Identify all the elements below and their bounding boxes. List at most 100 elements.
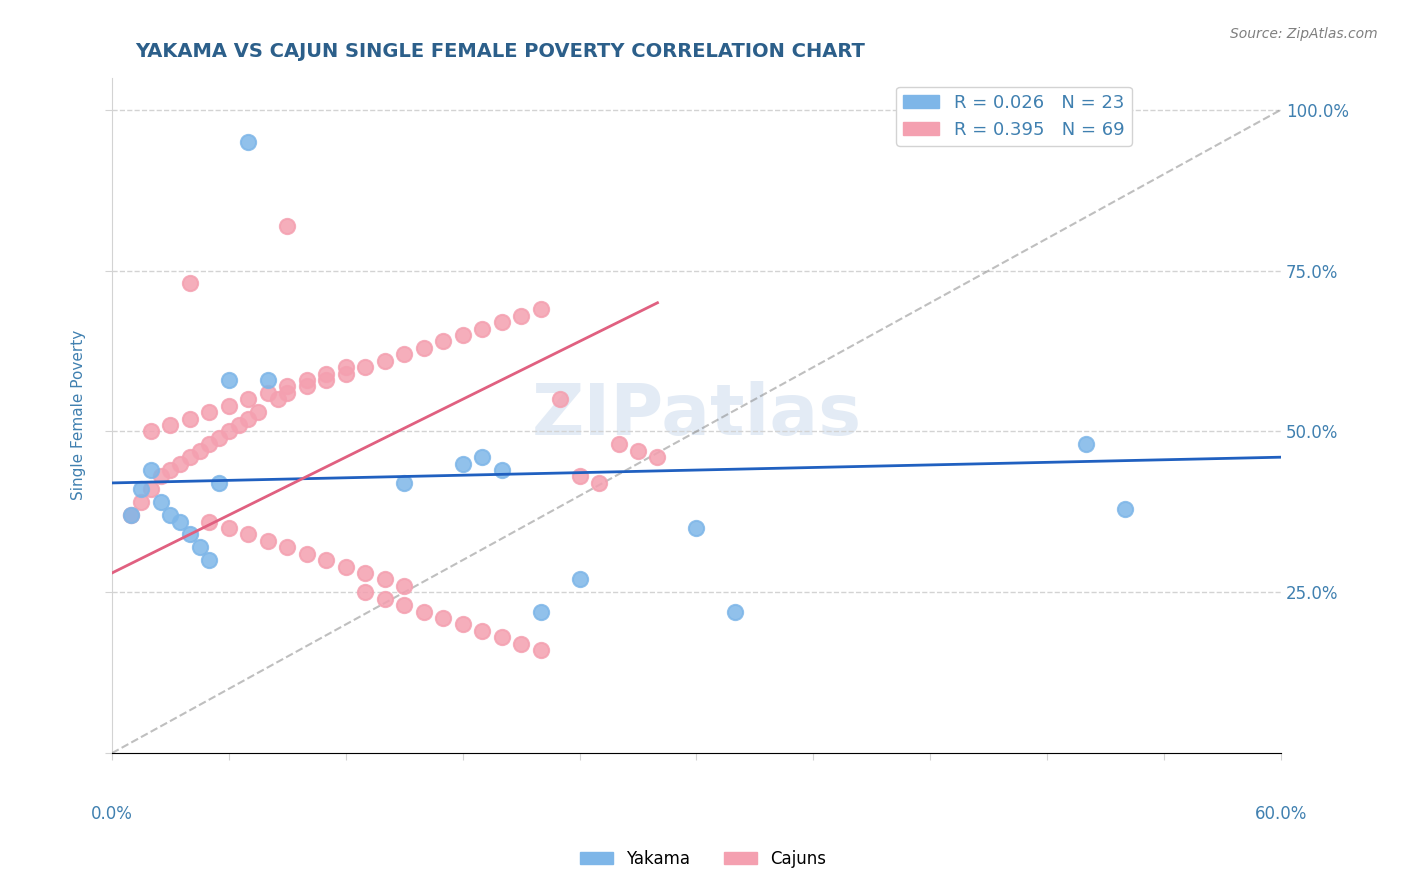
Point	[139, 425, 162, 439]
Point	[392, 475, 415, 490]
Point	[256, 373, 278, 387]
Point	[218, 399, 240, 413]
Point	[432, 611, 454, 625]
Legend: Yakama, Cajuns: Yakama, Cajuns	[574, 844, 832, 875]
Point	[295, 547, 318, 561]
Point	[607, 437, 630, 451]
Point	[451, 617, 474, 632]
Point	[276, 385, 298, 400]
Point	[529, 302, 551, 317]
Point	[179, 527, 201, 541]
Point	[120, 508, 142, 522]
Text: 0.0%: 0.0%	[91, 805, 134, 822]
Point	[295, 373, 318, 387]
Point	[374, 591, 396, 606]
Point	[335, 559, 357, 574]
Point	[647, 450, 669, 465]
Point	[139, 483, 162, 497]
Point	[198, 515, 221, 529]
Point	[295, 379, 318, 393]
Point	[315, 553, 337, 567]
Point	[218, 425, 240, 439]
Point	[471, 450, 494, 465]
Y-axis label: Single Female Poverty: Single Female Poverty	[72, 330, 86, 500]
Point	[256, 533, 278, 548]
Point	[179, 450, 201, 465]
Point	[238, 527, 260, 541]
Point	[354, 566, 377, 580]
Point	[432, 334, 454, 349]
Point	[471, 624, 494, 638]
Point	[179, 277, 201, 291]
Point	[412, 341, 434, 355]
Point	[276, 541, 298, 555]
Point	[276, 219, 298, 233]
Point	[266, 392, 288, 407]
Point	[188, 541, 211, 555]
Point	[238, 392, 260, 407]
Point	[510, 637, 533, 651]
Point	[228, 417, 250, 432]
Point	[335, 367, 357, 381]
Point	[627, 443, 650, 458]
Point	[374, 353, 396, 368]
Point	[198, 553, 221, 567]
Point	[451, 328, 474, 343]
Point	[208, 431, 231, 445]
Legend: R = 0.026   N = 23, R = 0.395   N = 69: R = 0.026 N = 23, R = 0.395 N = 69	[896, 87, 1132, 146]
Point	[374, 573, 396, 587]
Point	[159, 508, 181, 522]
Point	[724, 605, 747, 619]
Point	[1074, 437, 1097, 451]
Text: YAKAMA VS CAJUN SINGLE FEMALE POVERTY CORRELATION CHART: YAKAMA VS CAJUN SINGLE FEMALE POVERTY CO…	[135, 42, 865, 61]
Point	[218, 373, 240, 387]
Point	[491, 315, 513, 329]
Point	[218, 521, 240, 535]
Point	[529, 643, 551, 657]
Point	[392, 579, 415, 593]
Point	[588, 475, 610, 490]
Point	[568, 469, 591, 483]
Point	[149, 495, 172, 509]
Point	[129, 495, 152, 509]
Point	[276, 379, 298, 393]
Point	[491, 463, 513, 477]
Point	[315, 367, 337, 381]
Point	[392, 598, 415, 612]
Point	[471, 321, 494, 335]
Point	[354, 585, 377, 599]
Point	[208, 475, 231, 490]
Point	[256, 385, 278, 400]
Point	[354, 360, 377, 375]
Point	[247, 405, 270, 419]
Point	[510, 309, 533, 323]
Point	[335, 360, 357, 375]
Text: ZIPatlas: ZIPatlas	[531, 381, 862, 450]
Point	[179, 411, 201, 425]
Point	[198, 405, 221, 419]
Point	[392, 347, 415, 361]
Point	[685, 521, 707, 535]
Point	[120, 508, 142, 522]
Point	[129, 483, 152, 497]
Point	[1114, 501, 1136, 516]
Text: 60.0%: 60.0%	[1254, 805, 1308, 822]
Point	[451, 457, 474, 471]
Point	[198, 437, 221, 451]
Point	[159, 417, 181, 432]
Point	[568, 573, 591, 587]
Point	[529, 605, 551, 619]
Point	[238, 411, 260, 425]
Point	[412, 605, 434, 619]
Point	[169, 457, 191, 471]
Point	[238, 135, 260, 149]
Point	[149, 469, 172, 483]
Point	[491, 631, 513, 645]
Point	[315, 373, 337, 387]
Point	[139, 463, 162, 477]
Text: Source: ZipAtlas.com: Source: ZipAtlas.com	[1230, 27, 1378, 41]
Point	[548, 392, 571, 407]
Point	[159, 463, 181, 477]
Point	[188, 443, 211, 458]
Point	[169, 515, 191, 529]
